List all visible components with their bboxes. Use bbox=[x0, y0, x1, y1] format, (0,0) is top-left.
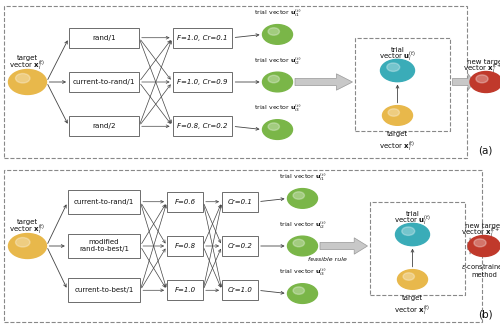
Circle shape bbox=[16, 237, 30, 247]
Text: current-to-rand/1: current-to-rand/1 bbox=[74, 199, 134, 205]
Circle shape bbox=[474, 239, 486, 247]
Text: F=0.8, Cr=0.2: F=0.8, Cr=0.2 bbox=[177, 123, 228, 129]
Circle shape bbox=[262, 25, 292, 44]
FancyBboxPatch shape bbox=[69, 28, 139, 48]
FancyBboxPatch shape bbox=[222, 236, 258, 256]
Circle shape bbox=[396, 223, 430, 246]
FancyBboxPatch shape bbox=[222, 192, 258, 212]
FancyBboxPatch shape bbox=[68, 234, 140, 258]
Bar bbox=[370, 202, 465, 295]
Text: F=0.6: F=0.6 bbox=[174, 199, 196, 205]
Circle shape bbox=[268, 75, 280, 83]
Circle shape bbox=[398, 270, 428, 289]
Circle shape bbox=[402, 227, 414, 236]
FancyBboxPatch shape bbox=[172, 116, 233, 136]
Circle shape bbox=[8, 234, 46, 258]
Circle shape bbox=[288, 236, 318, 256]
Circle shape bbox=[293, 239, 304, 247]
Circle shape bbox=[293, 192, 304, 199]
FancyBboxPatch shape bbox=[222, 280, 258, 300]
FancyBboxPatch shape bbox=[68, 278, 140, 302]
Text: Cr=0.1: Cr=0.1 bbox=[228, 199, 252, 205]
Text: F=1.0, Cr=0.9: F=1.0, Cr=0.9 bbox=[177, 79, 228, 85]
Circle shape bbox=[8, 70, 46, 94]
FancyArrow shape bbox=[452, 74, 474, 90]
Text: modified
rand-to-best/1: modified rand-to-best/1 bbox=[79, 239, 129, 253]
Circle shape bbox=[293, 287, 304, 294]
Circle shape bbox=[16, 73, 30, 83]
Circle shape bbox=[288, 284, 318, 303]
Text: rand/1: rand/1 bbox=[92, 35, 116, 41]
Text: trial vector $\mathbf{u}_{i2}^{(t)}$: trial vector $\mathbf{u}_{i2}^{(t)}$ bbox=[279, 219, 326, 231]
FancyBboxPatch shape bbox=[167, 236, 203, 256]
Circle shape bbox=[468, 236, 500, 256]
Text: vector $\mathbf{x}_i^{(t)}$: vector $\mathbf{x}_i^{(t)}$ bbox=[10, 222, 46, 236]
Text: feasible rule: feasible rule bbox=[308, 257, 347, 262]
Text: vector $\mathbf{x}_i^{(t)}$: vector $\mathbf{x}_i^{(t)}$ bbox=[394, 303, 430, 317]
FancyArrow shape bbox=[468, 238, 471, 254]
Circle shape bbox=[268, 28, 280, 35]
Text: target: target bbox=[387, 131, 408, 137]
Text: target: target bbox=[402, 295, 423, 301]
FancyBboxPatch shape bbox=[69, 72, 139, 92]
FancyArrow shape bbox=[295, 74, 352, 90]
Text: Cr=1.0: Cr=1.0 bbox=[228, 287, 252, 293]
Text: current-to-rand/1: current-to-rand/1 bbox=[73, 79, 135, 85]
FancyBboxPatch shape bbox=[172, 28, 233, 48]
Circle shape bbox=[288, 189, 318, 208]
Text: (b): (b) bbox=[478, 310, 492, 320]
Circle shape bbox=[476, 75, 488, 83]
FancyBboxPatch shape bbox=[167, 280, 203, 300]
Text: trial vector $\mathbf{u}_{i3}^{(t)}$: trial vector $\mathbf{u}_{i3}^{(t)}$ bbox=[254, 103, 301, 114]
Bar bbox=[355, 38, 450, 131]
Text: trial vector $\mathbf{u}_{i3}^{(t)}$: trial vector $\mathbf{u}_{i3}^{(t)}$ bbox=[279, 267, 326, 278]
FancyBboxPatch shape bbox=[68, 190, 140, 214]
Circle shape bbox=[382, 106, 412, 125]
Circle shape bbox=[403, 273, 414, 280]
Circle shape bbox=[470, 72, 500, 92]
Text: F=1.0, Cr=0.1: F=1.0, Cr=0.1 bbox=[177, 35, 228, 41]
Circle shape bbox=[388, 109, 400, 116]
Text: vector $\mathbf{x}_i^{(t)}$: vector $\mathbf{x}_i^{(t)}$ bbox=[380, 139, 416, 153]
FancyBboxPatch shape bbox=[167, 192, 203, 212]
Text: trial vector $\mathbf{u}_{i1}^{(t)}$: trial vector $\mathbf{u}_{i1}^{(t)}$ bbox=[279, 172, 326, 183]
FancyArrow shape bbox=[320, 238, 368, 254]
Text: new target: new target bbox=[467, 59, 500, 65]
Text: target: target bbox=[17, 55, 38, 61]
Text: new target: new target bbox=[465, 223, 500, 229]
Text: trial: trial bbox=[390, 48, 404, 53]
Text: trial vector $\mathbf{u}_{i2}^{(t)}$: trial vector $\mathbf{u}_{i2}^{(t)}$ bbox=[254, 55, 301, 67]
Text: (a): (a) bbox=[478, 146, 492, 156]
Circle shape bbox=[387, 63, 400, 72]
Circle shape bbox=[380, 59, 414, 82]
Circle shape bbox=[262, 120, 292, 139]
Text: current-to-best/1: current-to-best/1 bbox=[74, 287, 134, 293]
Text: vector $\mathbf{u}_i^{(t)}$: vector $\mathbf{u}_i^{(t)}$ bbox=[379, 49, 416, 63]
Text: $\varepsilon$-constrained
method: $\varepsilon$-constrained method bbox=[461, 262, 500, 278]
Text: trial: trial bbox=[406, 212, 419, 217]
Text: F=0.8: F=0.8 bbox=[174, 243, 196, 249]
Text: vector $\mathbf{x}_i^{(t+1)}$: vector $\mathbf{x}_i^{(t+1)}$ bbox=[464, 61, 500, 75]
Text: F=1.0: F=1.0 bbox=[174, 287, 196, 293]
Text: rand/2: rand/2 bbox=[92, 123, 116, 129]
Text: vector $\mathbf{x}_i^{(t)}$: vector $\mathbf{x}_i^{(t)}$ bbox=[10, 58, 46, 72]
FancyBboxPatch shape bbox=[172, 72, 233, 92]
Text: trial vector $\mathbf{u}_{i1}^{(t)}$: trial vector $\mathbf{u}_{i1}^{(t)}$ bbox=[254, 8, 301, 19]
Text: vector $\mathbf{u}_i^{(t)}$: vector $\mathbf{u}_i^{(t)}$ bbox=[394, 213, 431, 227]
Text: vector $\mathbf{x}_i^{(t+1)}$: vector $\mathbf{x}_i^{(t+1)}$ bbox=[462, 225, 500, 239]
Text: target: target bbox=[17, 219, 38, 225]
Text: Cr=0.2: Cr=0.2 bbox=[228, 243, 252, 249]
FancyBboxPatch shape bbox=[69, 116, 139, 136]
Circle shape bbox=[268, 123, 280, 130]
Circle shape bbox=[262, 72, 292, 92]
